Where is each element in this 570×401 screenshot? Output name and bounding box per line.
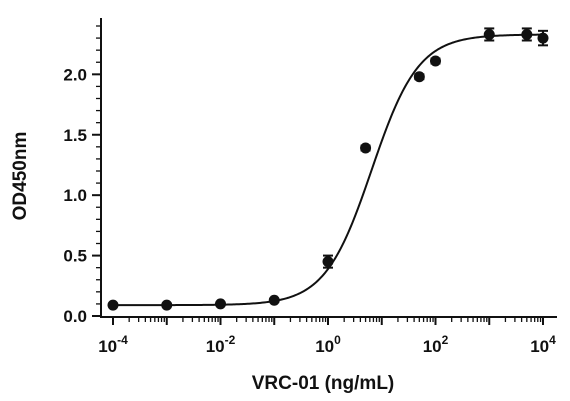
- x-tick-label: 10-4: [98, 333, 128, 356]
- data-point: [483, 28, 495, 40]
- y-axis-label: OD450nm: [10, 132, 31, 221]
- axes: [100, 18, 557, 318]
- y-axis-ticks: 0.0 0.5 1.0 1.5 2.0: [63, 25, 101, 326]
- data-point: [430, 55, 441, 67]
- x-tick-label: 10-2: [206, 333, 236, 356]
- data-point: [107, 299, 119, 311]
- x-axis-label: VRC-01 (ng/mL): [252, 373, 395, 394]
- data-point: [413, 71, 425, 83]
- x-tick-label: 100: [315, 333, 341, 356]
- y-tick-label: 0.0: [63, 307, 87, 326]
- data-point: [322, 256, 334, 268]
- y-tick-label: 1.5: [63, 126, 87, 145]
- x-tick-label: 102: [423, 333, 449, 356]
- data-point: [215, 298, 226, 310]
- data-point: [161, 299, 173, 311]
- y-tick-label: 1.0: [63, 186, 87, 205]
- fit-curve: [113, 33, 544, 307]
- data-point: [537, 32, 549, 44]
- data-points: [107, 28, 549, 311]
- y-tick-label: 2.0: [63, 65, 87, 84]
- data-point: [360, 142, 372, 154]
- y-tick-label: 0.5: [63, 247, 87, 266]
- data-point: [521, 28, 533, 40]
- x-tick-label: 104: [530, 333, 556, 356]
- data-point: [268, 294, 280, 306]
- x-axis-ticks: 10-4 10-2 100 102 104: [98, 317, 556, 356]
